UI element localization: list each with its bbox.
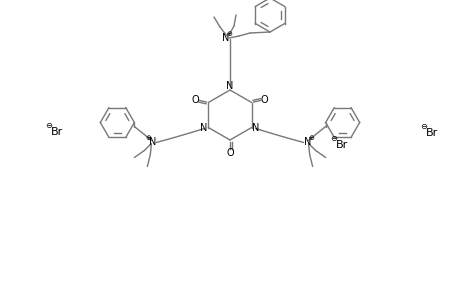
Text: ⊕: ⊕ xyxy=(308,134,314,140)
Text: N: N xyxy=(200,122,207,133)
Text: N: N xyxy=(148,136,156,146)
Text: ⊖: ⊖ xyxy=(45,121,52,130)
Text: ⊖: ⊖ xyxy=(330,134,337,142)
Text: ⊕: ⊕ xyxy=(225,31,231,37)
Text: Br: Br xyxy=(51,127,63,137)
Text: O: O xyxy=(191,94,199,104)
Text: ⊕: ⊕ xyxy=(145,134,151,140)
Text: O: O xyxy=(260,94,268,104)
Text: Br: Br xyxy=(425,128,437,138)
Text: Br: Br xyxy=(335,140,347,150)
Text: N: N xyxy=(226,80,233,91)
Text: ⊖: ⊖ xyxy=(420,122,426,130)
Text: N: N xyxy=(252,122,259,133)
Text: N: N xyxy=(303,136,311,146)
Text: O: O xyxy=(226,148,233,158)
Text: N: N xyxy=(222,33,229,43)
